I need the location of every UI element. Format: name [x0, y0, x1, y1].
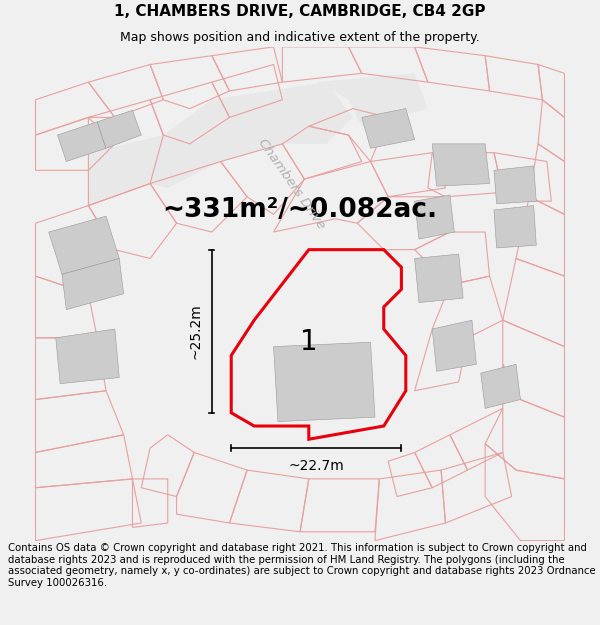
Polygon shape: [49, 216, 119, 274]
Polygon shape: [415, 254, 463, 302]
Text: ~331m²/~0.082ac.: ~331m²/~0.082ac.: [163, 197, 437, 223]
Polygon shape: [56, 329, 119, 384]
Polygon shape: [494, 166, 536, 204]
Polygon shape: [432, 144, 490, 186]
Text: ~25.2m: ~25.2m: [189, 303, 203, 359]
Text: 1: 1: [300, 328, 317, 356]
Text: Chambers Drive: Chambers Drive: [255, 136, 327, 231]
Polygon shape: [481, 364, 520, 408]
Polygon shape: [415, 195, 454, 239]
Polygon shape: [274, 342, 375, 422]
Text: Contains OS data © Crown copyright and database right 2021. This information is : Contains OS data © Crown copyright and d…: [8, 543, 595, 588]
Polygon shape: [58, 122, 106, 161]
Polygon shape: [97, 111, 141, 148]
Text: 1, CHAMBERS DRIVE, CAMBRIDGE, CB4 2GP: 1, CHAMBERS DRIVE, CAMBRIDGE, CB4 2GP: [114, 4, 486, 19]
Text: Map shows position and indicative extent of the property.: Map shows position and indicative extent…: [120, 31, 480, 44]
Polygon shape: [362, 109, 415, 148]
Text: ~22.7m: ~22.7m: [289, 459, 344, 472]
Polygon shape: [494, 206, 536, 248]
Polygon shape: [88, 82, 353, 206]
Polygon shape: [62, 259, 124, 309]
Polygon shape: [317, 73, 428, 126]
Polygon shape: [432, 320, 476, 371]
